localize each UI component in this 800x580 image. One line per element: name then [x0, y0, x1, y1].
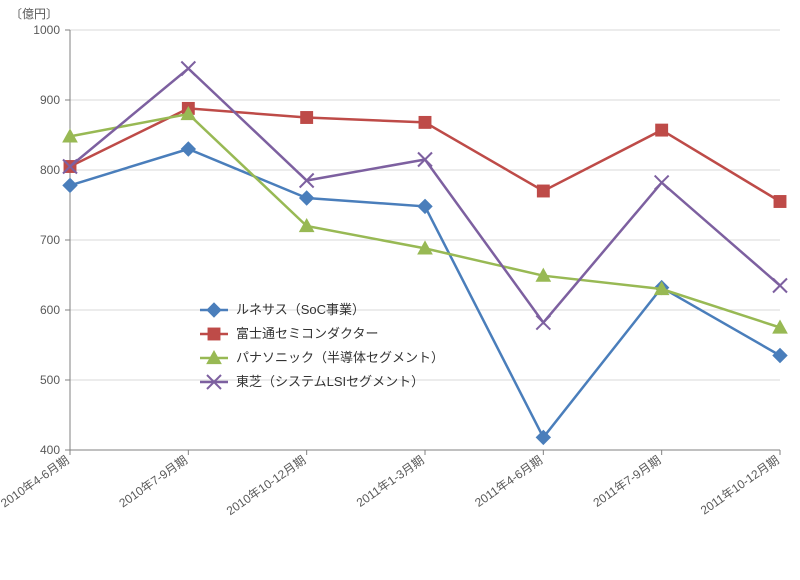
chart-container: 40050060070080090010002010年4-6月期2010年7-9…: [0, 0, 800, 580]
legend-label-toshiba: 東芝（システムLSIセグメント）: [236, 374, 424, 389]
y-tick-label: 600: [40, 303, 60, 317]
y-tick-label: 700: [40, 233, 60, 247]
legend-label-panasonic: パナソニック（半導体セグメント）: [236, 350, 444, 365]
y-tick-label: 800: [40, 163, 60, 177]
y-tick-label: 400: [40, 443, 60, 457]
y-tick-label: 1000: [33, 23, 60, 37]
y-tick-label: 500: [40, 373, 60, 387]
y-tick-label: 900: [40, 93, 60, 107]
unit-label: 〔億円〕: [10, 7, 58, 21]
legend-label-fujitsu: 富士通セミコンダクター: [236, 326, 378, 341]
legend-label-renesas: ルネサス（SoC事業）: [236, 302, 365, 317]
line-chart: 40050060070080090010002010年4-6月期2010年7-9…: [0, 0, 800, 580]
